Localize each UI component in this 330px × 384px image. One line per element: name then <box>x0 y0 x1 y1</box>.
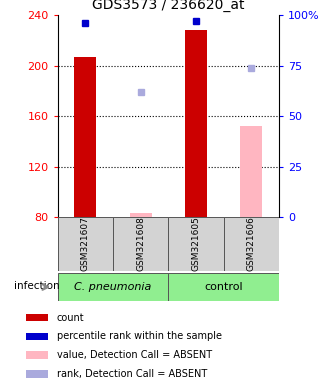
Bar <box>58 273 168 301</box>
Bar <box>26 333 48 340</box>
Bar <box>130 213 152 217</box>
Text: infection: infection <box>15 281 60 291</box>
Bar <box>168 273 279 301</box>
Text: GSM321606: GSM321606 <box>247 217 256 271</box>
Bar <box>26 351 48 359</box>
Bar <box>113 217 168 271</box>
Text: GSM321608: GSM321608 <box>136 217 145 271</box>
Bar <box>74 57 96 217</box>
Bar <box>26 314 48 321</box>
Bar <box>26 370 48 377</box>
Title: GDS3573 / 236620_at: GDS3573 / 236620_at <box>92 0 245 12</box>
Text: rank, Detection Call = ABSENT: rank, Detection Call = ABSENT <box>57 369 207 379</box>
Text: control: control <box>204 282 243 292</box>
Text: GSM321605: GSM321605 <box>191 217 200 271</box>
Text: count: count <box>57 313 84 323</box>
Bar <box>58 217 113 271</box>
Text: GSM321607: GSM321607 <box>81 217 90 271</box>
Bar <box>185 30 207 217</box>
Text: value, Detection Call = ABSENT: value, Detection Call = ABSENT <box>57 350 212 360</box>
Bar <box>223 217 279 271</box>
Bar <box>168 217 224 271</box>
Text: C. pneumonia: C. pneumonia <box>74 282 152 292</box>
Text: percentile rank within the sample: percentile rank within the sample <box>57 331 222 341</box>
Bar <box>240 126 262 217</box>
